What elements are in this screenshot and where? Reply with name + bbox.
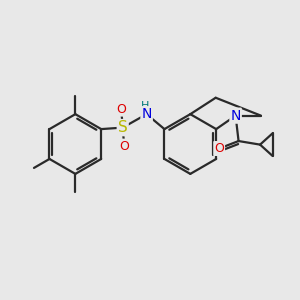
Text: H: H — [141, 101, 149, 111]
Text: N: N — [141, 107, 152, 121]
Text: O: O — [119, 140, 129, 153]
Text: O: O — [116, 103, 126, 116]
Text: N: N — [230, 109, 241, 123]
Text: S: S — [118, 120, 128, 135]
Text: O: O — [214, 142, 224, 155]
